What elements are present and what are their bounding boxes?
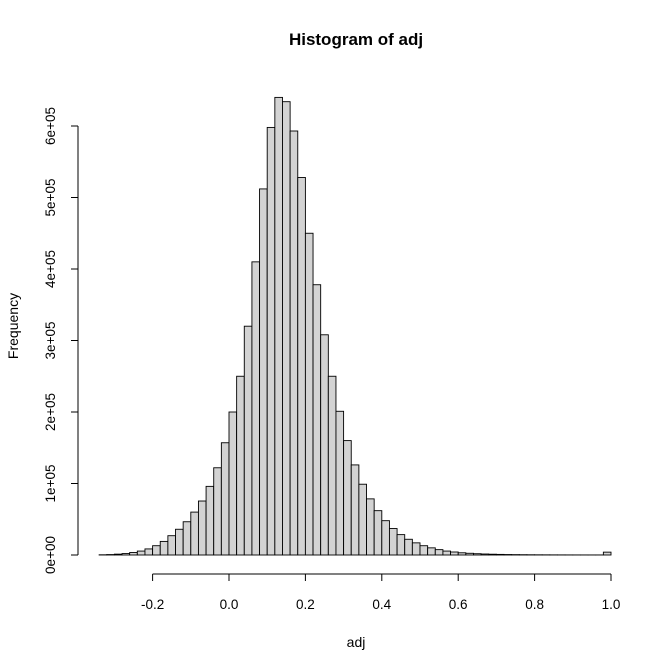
histogram-bar <box>327 375 337 556</box>
y-tick-label: 1e+05 <box>43 465 58 503</box>
y-axis: 0e+00 1e+05 2e+05 3e+05 4e+05 5e+05 6e+05 <box>43 107 79 574</box>
histogram-bar <box>205 485 215 556</box>
histogram-bar <box>450 551 459 556</box>
x-tick-label: -0.2 <box>141 597 164 612</box>
histogram-bar <box>480 553 490 556</box>
y-tick-label: 2e+05 <box>43 393 58 431</box>
histogram-bar <box>343 440 352 556</box>
histogram-bar <box>167 535 176 556</box>
histogram-bar <box>488 553 497 556</box>
histogram-bar <box>427 547 436 556</box>
x-tick-label: 0.6 <box>449 597 468 612</box>
histogram-bar <box>136 550 146 556</box>
histogram-bar <box>251 261 261 556</box>
histogram-bar <box>320 334 329 556</box>
histogram-bar <box>358 483 367 556</box>
histogram-bar <box>602 551 612 556</box>
histogram-bar <box>419 545 429 556</box>
histogram-bar <box>175 528 184 556</box>
histogram-bar <box>495 553 505 556</box>
histogram-bar <box>113 553 123 556</box>
y-axis-title: Frequency <box>5 293 21 359</box>
histogram-bar <box>335 410 345 556</box>
histogram-bar <box>129 552 138 556</box>
histogram-bar <box>213 467 222 556</box>
histogram-bar <box>236 375 245 556</box>
histogram-bar <box>366 498 375 556</box>
histogram-bar <box>266 126 276 556</box>
histogram-bar <box>411 542 421 556</box>
histogram-bar <box>396 534 406 556</box>
histogram-bar <box>152 545 161 556</box>
histogram-bar <box>465 552 474 556</box>
y-tick-label: 5e+05 <box>43 179 58 217</box>
histogram-bar <box>289 130 299 556</box>
histogram-bar <box>159 540 169 556</box>
histogram-bar <box>381 520 390 556</box>
x-tick-label: 0.4 <box>372 597 391 612</box>
histogram-bar <box>274 96 283 556</box>
histogram-bar <box>228 411 238 556</box>
histogram-bar <box>350 464 360 556</box>
histogram-bar <box>457 552 467 556</box>
histogram-bar <box>373 510 383 556</box>
histogram-bar <box>190 511 199 556</box>
histogram-bar <box>121 553 131 556</box>
y-tick-label: 0e+00 <box>43 536 58 574</box>
histogram-bar <box>297 177 306 556</box>
x-axis-title: adj <box>347 634 366 650</box>
x-tick-label: 0.8 <box>525 597 544 612</box>
y-tick-label: 4e+05 <box>43 250 58 288</box>
y-tick-label: 6e+05 <box>43 107 58 145</box>
y-tick-label: 3e+05 <box>43 322 58 360</box>
histogram-bar <box>473 553 482 556</box>
x-tick-label: 0.2 <box>296 597 315 612</box>
x-tick-label: 1.0 <box>602 597 621 612</box>
chart-title: Histogram of adj <box>289 30 423 49</box>
histogram-bar <box>182 521 192 556</box>
histogram-bar <box>259 188 268 556</box>
histogram-bar <box>220 442 230 556</box>
histogram-bar <box>434 549 444 556</box>
histogram-bar <box>442 550 452 556</box>
x-axis: -0.2 0.0 0.2 0.4 0.6 0.8 1.0 <box>141 573 621 612</box>
histogram-bar <box>312 284 322 556</box>
histogram-bar <box>243 325 253 556</box>
histogram-bar <box>197 500 207 556</box>
histogram-bar <box>304 232 314 556</box>
histogram-bar <box>388 528 398 556</box>
histogram-bar <box>144 548 154 556</box>
x-tick-label: 0.0 <box>220 597 239 612</box>
histogram-bar <box>404 538 413 556</box>
histogram-bar <box>282 101 291 556</box>
histogram-bars <box>98 96 612 556</box>
